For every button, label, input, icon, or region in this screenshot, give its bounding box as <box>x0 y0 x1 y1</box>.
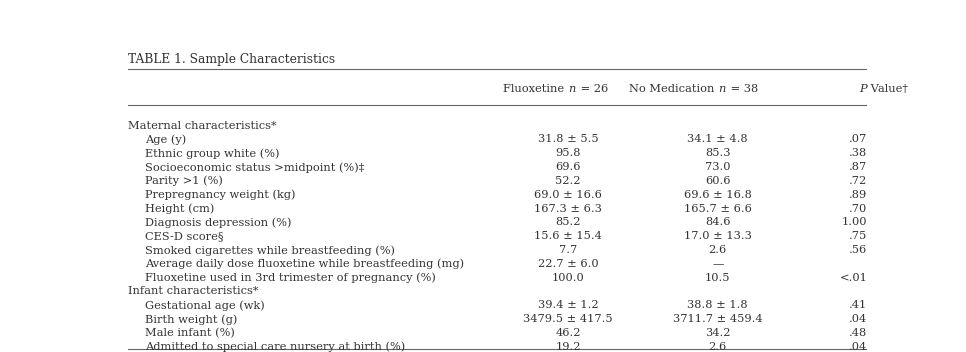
Text: 167.3 ± 6.3: 167.3 ± 6.3 <box>534 203 602 214</box>
Text: .72: .72 <box>849 176 867 186</box>
Text: Admitted to special care nursery at birth (%): Admitted to special care nursery at birt… <box>145 342 405 352</box>
Text: 2.6: 2.6 <box>709 245 727 255</box>
Text: .38: .38 <box>849 148 867 158</box>
Text: Smoked cigarettes while breastfeeding (%): Smoked cigarettes while breastfeeding (%… <box>145 245 395 256</box>
Text: Fluoxetine: Fluoxetine <box>503 84 568 94</box>
Text: CES-D score§: CES-D score§ <box>145 231 223 241</box>
Text: .07: .07 <box>849 134 867 144</box>
Text: 19.2: 19.2 <box>555 342 581 352</box>
Text: Ethnic group white (%): Ethnic group white (%) <box>145 148 279 159</box>
Text: Infant characteristics*: Infant characteristics* <box>128 287 259 296</box>
Text: 84.6: 84.6 <box>705 217 730 227</box>
Text: 69.6: 69.6 <box>555 162 581 172</box>
Text: Age (y): Age (y) <box>145 134 186 145</box>
Text: .87: .87 <box>849 162 867 172</box>
Text: 17.0 ± 13.3: 17.0 ± 13.3 <box>684 231 752 241</box>
Text: Diagnosis depression (%): Diagnosis depression (%) <box>145 217 291 228</box>
Text: = 26: = 26 <box>577 84 609 94</box>
Text: P: P <box>860 84 867 94</box>
Text: Maternal characteristics*: Maternal characteristics* <box>128 121 277 131</box>
Text: 60.6: 60.6 <box>705 176 730 186</box>
Text: 39.4 ± 1.2: 39.4 ± 1.2 <box>538 300 598 310</box>
Text: Parity >1 (%): Parity >1 (%) <box>145 176 222 187</box>
Text: 85.3: 85.3 <box>705 148 730 158</box>
Text: 69.6 ± 16.8: 69.6 ± 16.8 <box>684 190 752 200</box>
Text: .48: .48 <box>849 328 867 338</box>
Text: .41: .41 <box>849 300 867 310</box>
Text: 3479.5 ± 417.5: 3479.5 ± 417.5 <box>524 314 612 324</box>
Text: 3711.7 ± 459.4: 3711.7 ± 459.4 <box>673 314 762 324</box>
Text: <.01: <.01 <box>839 273 867 283</box>
Text: Prepregnancy weight (kg): Prepregnancy weight (kg) <box>145 190 296 200</box>
Text: .89: .89 <box>849 190 867 200</box>
Text: 34.2: 34.2 <box>705 328 730 338</box>
Text: No Medication: No Medication <box>629 84 718 94</box>
Text: Height (cm): Height (cm) <box>145 203 214 214</box>
Text: .04: .04 <box>849 314 867 324</box>
Text: 22.7 ± 6.0: 22.7 ± 6.0 <box>538 259 598 269</box>
Text: 46.2: 46.2 <box>555 328 581 338</box>
Text: 69.0 ± 16.6: 69.0 ± 16.6 <box>534 190 602 200</box>
Text: Fluoxetine used in 3rd trimester of pregnancy (%): Fluoxetine used in 3rd trimester of preg… <box>145 273 436 283</box>
Text: 2.6: 2.6 <box>709 342 727 352</box>
Text: 1.00: 1.00 <box>841 217 867 227</box>
Text: 95.8: 95.8 <box>555 148 581 158</box>
Text: 31.8 ± 5.5: 31.8 ± 5.5 <box>538 134 598 144</box>
Text: 100.0: 100.0 <box>552 273 584 283</box>
Text: = 38: = 38 <box>726 84 758 94</box>
Text: .04: .04 <box>849 342 867 352</box>
Text: 85.2: 85.2 <box>555 217 581 227</box>
Text: 15.6 ± 15.4: 15.6 ± 15.4 <box>534 231 602 241</box>
Text: n: n <box>568 84 576 94</box>
Text: Average daily dose fluoxetine while breastfeeding (mg): Average daily dose fluoxetine while brea… <box>145 259 464 269</box>
Text: TABLE 1. Sample Characteristics: TABLE 1. Sample Characteristics <box>128 53 335 66</box>
Text: 165.7 ± 6.6: 165.7 ± 6.6 <box>684 203 752 214</box>
Text: .75: .75 <box>849 231 867 241</box>
Text: .70: .70 <box>849 203 867 214</box>
Text: Socioeconomic status >midpoint (%)‡: Socioeconomic status >midpoint (%)‡ <box>145 162 364 172</box>
Text: .56: .56 <box>849 245 867 255</box>
Text: Birth weight (g): Birth weight (g) <box>145 314 237 325</box>
Text: 7.7: 7.7 <box>559 245 578 255</box>
Text: 73.0: 73.0 <box>705 162 730 172</box>
Text: Male infant (%): Male infant (%) <box>145 328 235 338</box>
Text: 34.1 ± 4.8: 34.1 ± 4.8 <box>688 134 748 144</box>
Text: 52.2: 52.2 <box>555 176 581 186</box>
Text: 38.8 ± 1.8: 38.8 ± 1.8 <box>688 300 748 310</box>
Text: Gestational age (wk): Gestational age (wk) <box>145 300 265 311</box>
Text: —: — <box>712 259 724 269</box>
Text: 10.5: 10.5 <box>705 273 730 283</box>
Text: n: n <box>718 84 725 94</box>
Text: Value†: Value† <box>867 84 908 94</box>
